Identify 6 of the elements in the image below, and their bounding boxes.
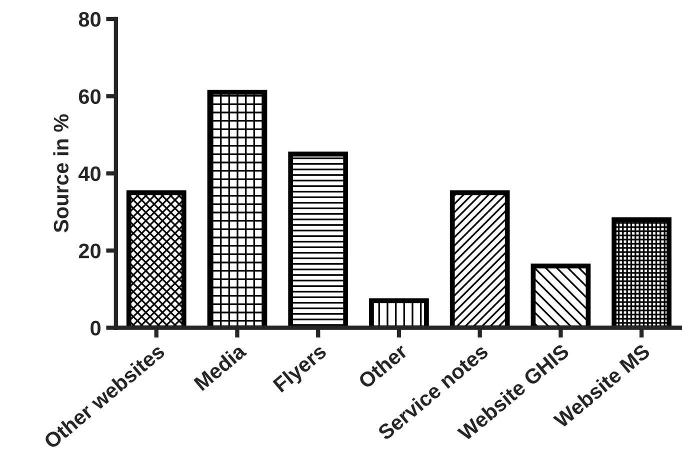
y-tick-label: 60 — [78, 89, 101, 104]
y-axis-title: Source in % — [53, 114, 69, 232]
y-tick-label: 80 — [78, 12, 101, 27]
y-tick-label: 20 — [78, 244, 101, 258]
y-tick-label: 0 — [90, 320, 101, 336]
y-tick-label: 40 — [78, 166, 101, 182]
